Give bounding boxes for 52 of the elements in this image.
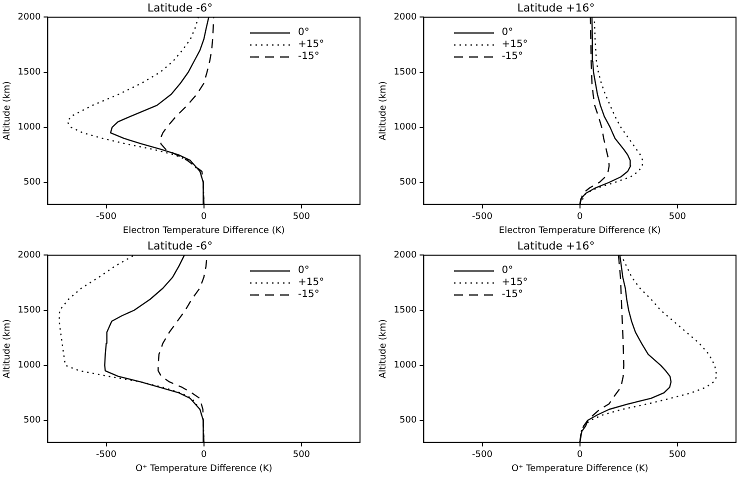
x-tick-label: 0 <box>576 450 583 460</box>
legend-label: +15° <box>502 39 528 52</box>
x-tick-label: -500 <box>96 450 117 460</box>
x-axis-title: O⁺ Temperature Difference (K) <box>511 464 648 474</box>
chart-title: Latitude -6° <box>147 239 213 252</box>
x-tick-label: -500 <box>96 212 117 222</box>
y-axis-title: Altitude (km) <box>2 81 13 140</box>
x-axis-title: O⁺ Temperature Difference (K) <box>135 464 272 474</box>
legend-label: -15° <box>502 289 524 302</box>
legend-label: 0° <box>502 265 514 278</box>
y-tick-label: 500 <box>400 178 417 188</box>
legend-label: -15° <box>502 51 524 64</box>
x-tick-label: 0 <box>200 450 207 460</box>
legend-label: 0° <box>502 27 514 40</box>
legend-label: +15° <box>502 277 528 290</box>
x-tick-label: 500 <box>292 450 310 460</box>
y-tick-label: 2000 <box>394 12 417 23</box>
y-tick-label: 2000 <box>18 250 41 261</box>
x-axis-title: Electron Temperature Difference (K) <box>498 226 661 236</box>
y-tick-label: 1000 <box>394 122 417 133</box>
x-tick-label: 500 <box>292 212 310 222</box>
y-axis-title: Altitude (km) <box>378 319 389 378</box>
x-tick-label: 500 <box>668 450 686 460</box>
legend-label: +15° <box>298 39 324 52</box>
x-tick-label: 0 <box>200 212 207 222</box>
legend-label: -15° <box>298 289 320 302</box>
y-tick-label: 1500 <box>18 68 41 78</box>
y-axis-title: Altitude (km) <box>378 81 389 140</box>
legend-label: -15° <box>298 51 320 64</box>
y-tick-label: 2000 <box>18 12 41 23</box>
chart-title: Latitude -6° <box>147 1 213 14</box>
y-axis-title: Altitude (km) <box>2 319 13 378</box>
y-tick-label: 1500 <box>18 306 41 316</box>
y-tick-label: 1500 <box>394 68 417 78</box>
y-tick-label: 1000 <box>18 360 41 371</box>
y-tick-label: 500 <box>24 416 41 426</box>
x-tick-label: 0 <box>576 212 583 222</box>
x-tick-label: 500 <box>668 212 686 222</box>
y-tick-label: 1000 <box>394 360 417 371</box>
chart-title: Latitude +16° <box>517 1 595 14</box>
chart-title: Latitude +16° <box>517 239 595 252</box>
y-tick-label: 500 <box>24 178 41 188</box>
y-tick-label: 2000 <box>394 250 417 261</box>
legend-label: 0° <box>298 27 310 40</box>
x-tick-label: -500 <box>472 450 493 460</box>
y-tick-label: 1500 <box>394 306 417 316</box>
y-tick-label: 500 <box>400 416 417 426</box>
legend-label: +15° <box>298 277 324 290</box>
x-axis-title: Electron Temperature Difference (K) <box>122 226 285 236</box>
legend-label: 0° <box>298 265 310 278</box>
x-tick-label: -500 <box>472 212 493 222</box>
y-tick-label: 1000 <box>18 122 41 133</box>
